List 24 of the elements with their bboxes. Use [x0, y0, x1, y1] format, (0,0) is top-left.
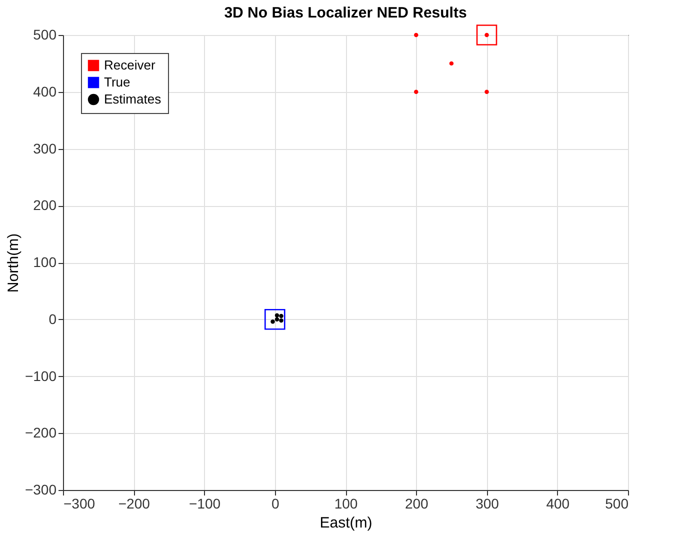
legend-label: Receiver [104, 58, 156, 72]
y-tick-label: −300 [24, 482, 57, 498]
x-tick-label: −200 [118, 496, 150, 512]
y-tick-label: 0 [48, 310, 57, 327]
y-axis-title: North(m) [4, 233, 22, 293]
x-tick-label: 100 [334, 496, 358, 512]
x-axis-title: East(m) [320, 514, 372, 532]
x-tick-label: 400 [546, 496, 570, 512]
legend-label: Estimates [104, 92, 162, 106]
x-tick-label: 200 [404, 496, 429, 512]
x-tick-label: 500 [605, 496, 629, 512]
x-tick-label: −100 [188, 496, 221, 512]
y-tick-label: 100 [33, 254, 57, 270]
chart-title: 3D No Bias Localizer NED Results [224, 4, 467, 22]
legend-label: True [104, 74, 130, 90]
y-tick-label: 200 [33, 197, 57, 214]
x-tick-label: −300 [64, 496, 96, 512]
y-tick-label: −200 [24, 424, 57, 441]
y-tick-label: 400 [33, 83, 57, 100]
x-tick-label: 0 [271, 496, 280, 512]
y-tick-label: 300 [33, 140, 57, 156]
y-tick-label: 500 [33, 26, 57, 42]
x-tick-label: 300 [476, 496, 500, 512]
y-tick-label: −100 [24, 368, 57, 384]
